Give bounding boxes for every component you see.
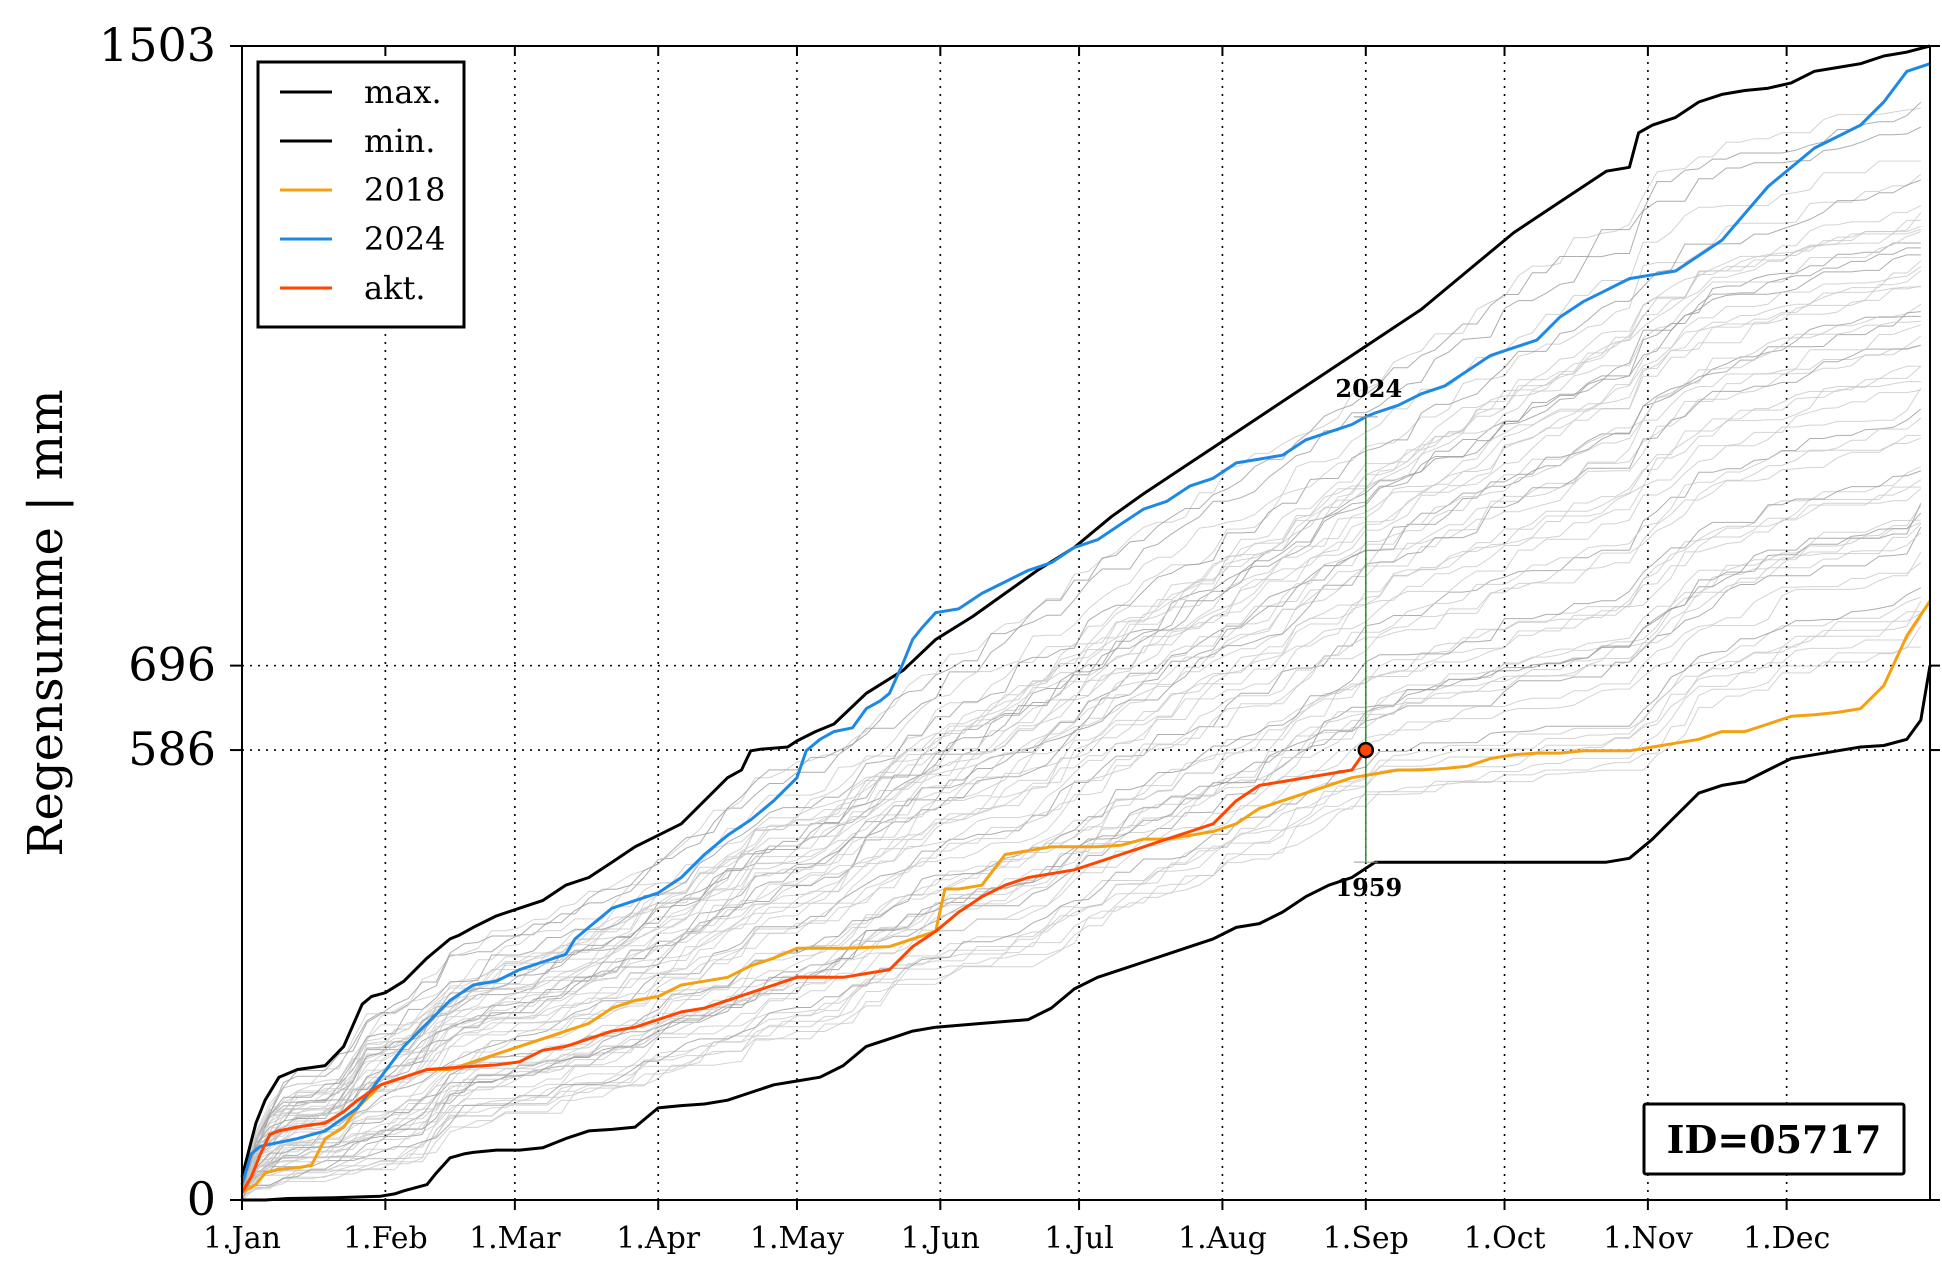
- background-year-line: [241, 486, 1921, 1188]
- y-axis-ticks: 0 586 696 1503: [99, 18, 1940, 1226]
- x-tick-label: 1.Mar: [469, 1221, 561, 1256]
- background-year-line: [241, 596, 1921, 1195]
- legend-label: 2018: [364, 171, 445, 209]
- background-year-line: [241, 521, 1922, 1191]
- background-year-line: [241, 437, 1921, 1198]
- station-id-box: ID=05717: [1642, 1102, 1906, 1176]
- background-year-line: [241, 126, 1922, 1178]
- background-year-line: [241, 225, 1921, 1189]
- background-year-line: [241, 387, 1922, 1183]
- background-year-line: [241, 512, 1922, 1194]
- series-line-akt: [240, 749, 1368, 1194]
- background-year-line: [241, 324, 1921, 1198]
- background-year-line: [241, 344, 1921, 1197]
- legend-label: max.: [364, 73, 442, 111]
- background-year-line: [241, 179, 1921, 1178]
- x-tick-label: 1.Oct: [1463, 1221, 1545, 1256]
- background-year-line: [241, 247, 1921, 1194]
- x-axis-ticks: 1.Jan 1.Feb 1.Mar 1.Apr 1.May 1.Jun 1.Jul 1.Aug…: [203, 46, 1830, 1256]
- legend-label: akt.: [364, 269, 426, 307]
- x-tick-label: 1.Dec: [1743, 1221, 1830, 1256]
- background-year-line: [241, 523, 1922, 1184]
- x-tick-label: 1.Sep: [1323, 1221, 1409, 1256]
- series-line-max: [240, 44, 1931, 1178]
- x-tick-label: 1.Jul: [1044, 1221, 1114, 1256]
- background-year-line: [241, 532, 1922, 1197]
- background-year-line: [241, 286, 1921, 1184]
- background-year-line: [241, 260, 1922, 1183]
- background-year-line: [241, 526, 1922, 1184]
- background-year-line: [241, 320, 1921, 1191]
- legend: max. min. 2018 2024 akt.: [256, 60, 466, 329]
- series-line-2024: [240, 62, 1931, 1186]
- background-year-line: [241, 470, 1921, 1201]
- background-year-line: [241, 365, 1921, 1178]
- background-year-line: [241, 285, 1921, 1178]
- background-year-line: [241, 434, 1921, 1184]
- background-year-line: [241, 562, 1922, 1201]
- background-year-line: [241, 503, 1922, 1184]
- current-point: [1357, 741, 1375, 759]
- legend-frame: [256, 60, 466, 329]
- background-year-line: [241, 266, 1922, 1178]
- background-year-line: [242, 617, 1922, 1190]
- background-year-line: [241, 612, 1922, 1186]
- background-year-line: [241, 519, 1921, 1186]
- background-year-line: [241, 270, 1922, 1180]
- y-axis-label: Regensumme | mm: [18, 389, 74, 856]
- x-tick-label: 1.Jun: [901, 1221, 980, 1256]
- x-tick-label: 1.May: [750, 1221, 844, 1256]
- series-line-min: [242, 665, 1932, 1202]
- legend-label: min.: [364, 122, 435, 160]
- x-tick-label: 1.Jan: [203, 1221, 281, 1256]
- background-year-line: [241, 219, 1921, 1178]
- max-year-label: 2024: [1335, 374, 1402, 403]
- marker-layer: 2024 1959: [1335, 374, 1402, 902]
- background-year-line: [241, 381, 1921, 1179]
- background-year-line: [241, 311, 1921, 1178]
- legend-label: 2024: [364, 220, 445, 258]
- background-year-line: [241, 417, 1922, 1201]
- y-tick-label: 0: [187, 1172, 216, 1226]
- x-tick-label: 1.Aug: [1178, 1221, 1267, 1256]
- background-year-line: [241, 205, 1922, 1187]
- background-year-line: [241, 228, 1921, 1190]
- y-tick-label: 586: [128, 722, 216, 776]
- background-year-line: [241, 173, 1922, 1186]
- background-year-line: [241, 488, 1922, 1196]
- background-year-line: [241, 366, 1922, 1196]
- background-year-line: [242, 587, 1922, 1187]
- plot-frame: [241, 45, 1931, 1201]
- background-year-line: [241, 552, 1922, 1189]
- y-tick-label: 1503: [99, 18, 216, 72]
- station-id-label: ID=05717: [1667, 1117, 1882, 1162]
- station-id-frame: [1642, 1102, 1906, 1176]
- background-year-line: [241, 160, 1921, 1192]
- x-tick-label: 1.Apr: [616, 1221, 700, 1256]
- background-year-line: [241, 505, 1922, 1194]
- background-year-line: [241, 254, 1921, 1193]
- x-tick-label: 1.Feb: [343, 1221, 428, 1256]
- background-year-line: [241, 408, 1922, 1195]
- background-year-line: [241, 107, 1921, 1179]
- background-year-line: [241, 231, 1921, 1180]
- background-year-line: [241, 625, 1922, 1197]
- grid-lines: [242, 46, 1930, 1200]
- x-tick-label: 1.Nov: [1603, 1221, 1693, 1256]
- background-year-line: [241, 101, 1922, 1191]
- background-year-line: [241, 479, 1922, 1201]
- background-year-line: [241, 466, 1922, 1200]
- y-tick-label: 696: [128, 638, 216, 692]
- series-lines: [240, 44, 1932, 1202]
- min-year-label: 1959: [1335, 873, 1402, 902]
- background-year-lines: [241, 101, 1922, 1201]
